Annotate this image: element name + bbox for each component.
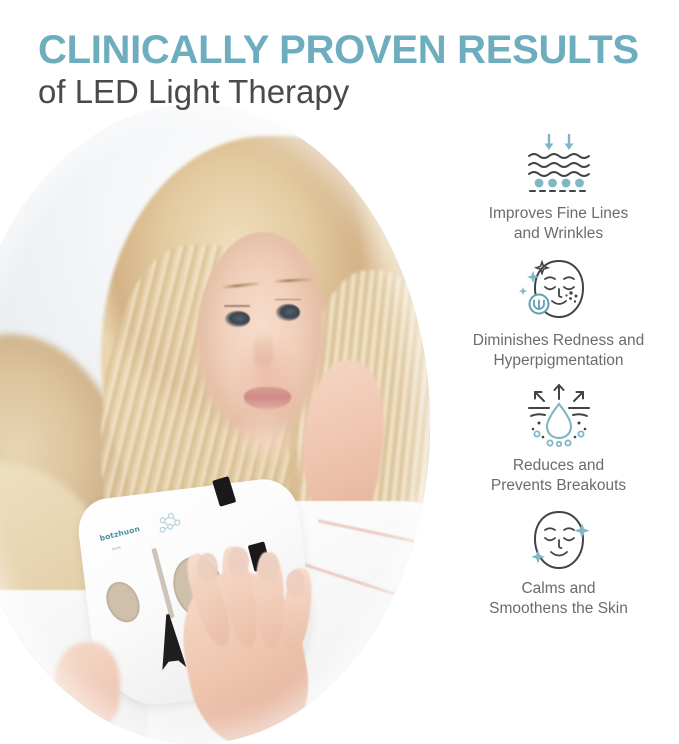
mask-eye-opening-left xyxy=(99,577,146,629)
benefit-item-pigmentation: Diminishes Redness and Hyperpigmentation xyxy=(438,253,679,372)
benefit-item-calms: Calms and Smoothens the Skin xyxy=(438,505,679,620)
hero-photo: botzhuon SKIN xyxy=(0,104,430,744)
photo-oval-frame: botzhuon SKIN xyxy=(0,104,430,744)
fingernail-2 xyxy=(227,546,249,577)
benefit-label: Diminishes Redness and Hyperpigmentation xyxy=(472,331,645,370)
page-title: CLINICALLY PROVEN RESULTS xyxy=(38,28,639,72)
model-lips xyxy=(244,386,292,409)
page-subtitle: of LED Light Therapy xyxy=(38,72,350,110)
benefit-label: Improves Fine Lines and Wrinkles xyxy=(488,205,629,243)
fingernail-1 xyxy=(196,553,218,583)
benefit-label: Calms and Smoothens the Skin xyxy=(489,579,628,618)
model-eyelid-left xyxy=(224,304,251,307)
benefit-label: Reduces and Prevents Breakouts xyxy=(490,456,627,495)
calm-face-sparkle-icon xyxy=(438,505,679,575)
led-face-mask-product: botzhuon SKIN xyxy=(74,475,320,712)
molecule-icon xyxy=(159,512,181,533)
pore-breakout-icon xyxy=(438,380,679,452)
fingernail-4 xyxy=(285,569,305,597)
face-pigmentation-icon xyxy=(438,253,679,327)
mask-nose-opening xyxy=(156,613,187,670)
fingernail-3 xyxy=(257,553,279,583)
model-nose xyxy=(253,328,273,373)
benefit-item-breakouts: Reduces and Prevents Breakouts xyxy=(438,380,679,497)
model-lower-hand xyxy=(54,641,120,732)
mask-slit xyxy=(151,547,175,619)
skin-layers-wrinkles-icon xyxy=(438,128,679,200)
model-eyelid-right xyxy=(274,298,302,301)
product-logo-text: botzhuon xyxy=(98,523,141,543)
benefits-list: Improves Fine Lines and Wrinkles xyxy=(438,128,679,628)
model-chin xyxy=(232,411,299,469)
header-block: CLINICALLY PROVEN RESULTS of LED Light T… xyxy=(38,30,658,111)
model-eye-left xyxy=(225,310,250,328)
benefit-item-fine-lines: Improves Fine Lines and Wrinkles xyxy=(438,128,679,245)
photo-scene: botzhuon SKIN xyxy=(0,104,430,744)
product-logo-subtext: SKIN xyxy=(111,545,121,552)
model-eye-right xyxy=(275,304,301,321)
